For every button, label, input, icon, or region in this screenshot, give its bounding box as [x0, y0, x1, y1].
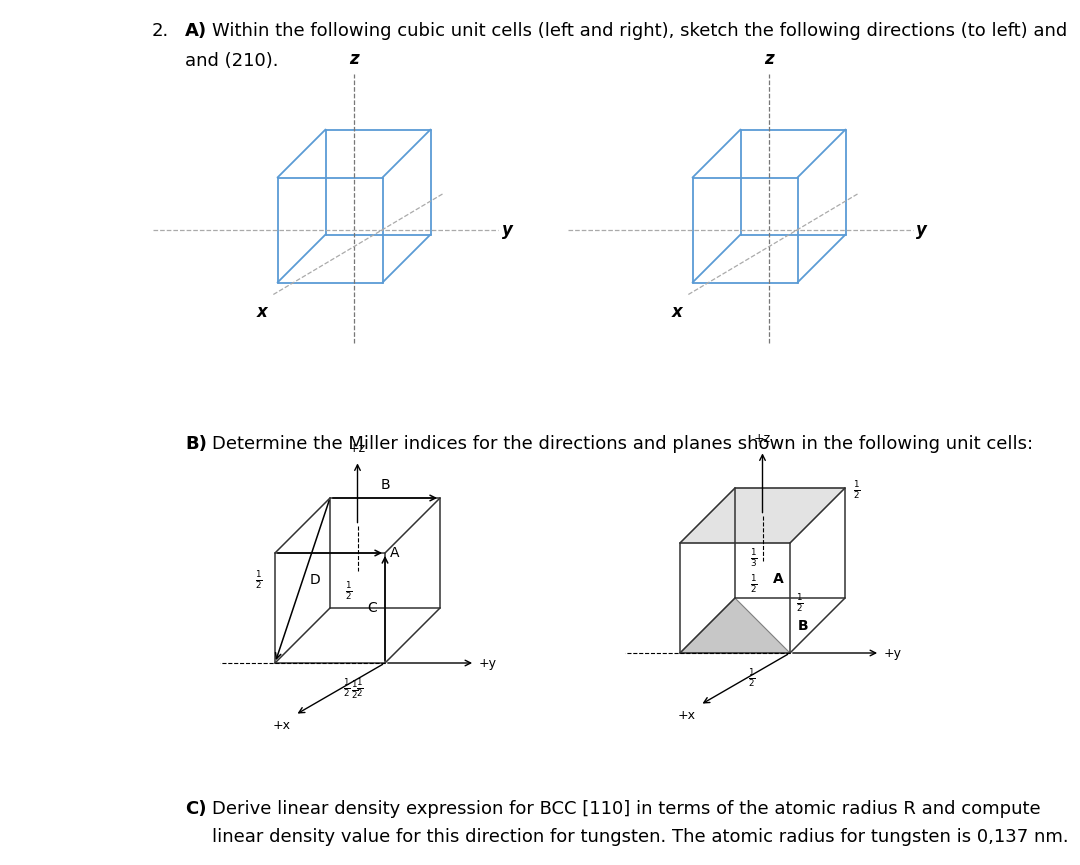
Text: Determine the Miller indices for the directions and planes shown in the followin: Determine the Miller indices for the dir… [212, 435, 1034, 453]
Polygon shape [680, 598, 789, 653]
Text: $\frac{1}{2}$: $\frac{1}{2}$ [796, 592, 804, 614]
Text: A: A [772, 572, 783, 586]
Text: $\frac{1}{2}$: $\frac{1}{2}$ [345, 580, 352, 602]
Text: +z: +z [349, 443, 366, 456]
Text: C: C [367, 601, 377, 615]
Text: B): B) [185, 435, 207, 453]
Text: y: y [501, 221, 512, 239]
Text: $\frac{1}{2}$: $\frac{1}{2}$ [256, 569, 264, 592]
Polygon shape [680, 488, 845, 543]
Text: x: x [257, 303, 268, 321]
Text: y: y [917, 221, 928, 239]
Text: $\frac{1}{2}$: $\frac{1}{2}$ [356, 677, 364, 699]
Text: A: A [390, 546, 400, 560]
Text: +y: +y [885, 646, 902, 659]
Text: +y: +y [480, 657, 497, 670]
Text: $\frac{1}{2}$: $\frac{1}{2}$ [853, 479, 861, 501]
Text: and (210).: and (210). [185, 52, 279, 70]
Text: $\frac{1}{2}$: $\frac{1}{2}$ [747, 667, 755, 689]
Text: x: x [672, 303, 683, 321]
Text: C): C) [185, 800, 206, 818]
Text: z: z [765, 49, 773, 67]
Text: +x: +x [273, 719, 291, 732]
Text: $\frac{1}{2}$: $\frac{1}{2}$ [351, 679, 359, 701]
Text: +z: +z [754, 432, 771, 445]
Text: Derive linear density expression for BCC [110] in terms of the atomic radius R a: Derive linear density expression for BCC… [212, 800, 1041, 818]
Text: B: B [798, 618, 809, 632]
Text: B: B [380, 478, 390, 492]
Text: D: D [309, 573, 320, 587]
Text: linear density value for this direction for tungsten. The atomic radius for tung: linear density value for this direction … [212, 828, 1068, 846]
Text: A): A) [185, 22, 207, 40]
Text: $\frac{1}{3}$: $\frac{1}{3}$ [750, 548, 757, 569]
Text: 2.: 2. [152, 22, 170, 40]
Text: Within the following cubic unit cells (left and right), sketch the following dir: Within the following cubic unit cells (l… [212, 22, 1067, 40]
Text: z: z [349, 49, 359, 67]
Text: $\frac{1}{2}$: $\frac{1}{2}$ [750, 573, 757, 595]
Text: +x: +x [678, 709, 696, 722]
Text: $\frac{1}{2}$: $\frac{1}{2}$ [342, 677, 350, 699]
